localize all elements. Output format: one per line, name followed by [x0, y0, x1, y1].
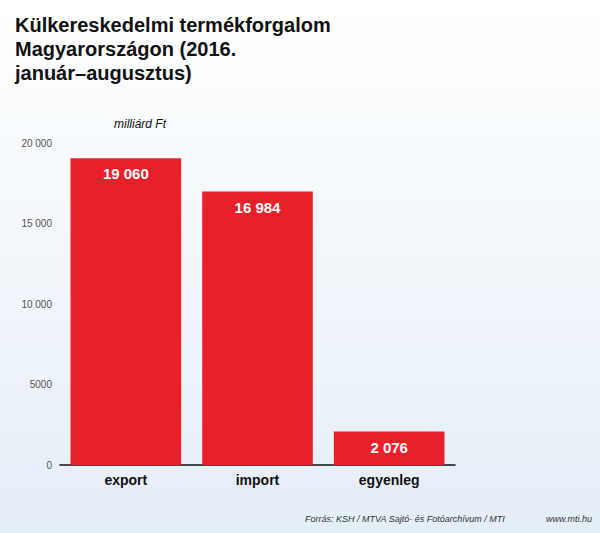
svg-text:export: export [104, 472, 147, 488]
svg-text:január–augusztus): január–augusztus) [14, 62, 192, 84]
svg-text:Forrás: KSH / MTVA Sajtó- és F: Forrás: KSH / MTVA Sajtó- és Fotóarchívu… [305, 514, 505, 524]
svg-text:www.mti.hu: www.mti.hu [546, 514, 592, 524]
svg-text:import: import [236, 472, 280, 488]
svg-text:5000: 5000 [30, 379, 53, 390]
svg-text:Magyarországon (2016.: Magyarországon (2016. [15, 38, 242, 60]
svg-text:19 060: 19 060 [103, 165, 149, 182]
svg-text:10 000: 10 000 [21, 299, 52, 310]
svg-text:Külkereskedelmi termékforgalom: Külkereskedelmi termékforgalom [15, 14, 336, 36]
svg-text:15 000: 15 000 [21, 218, 52, 229]
svg-text:20 000: 20 000 [21, 138, 52, 149]
svg-text:16 984: 16 984 [235, 199, 282, 216]
svg-text:2 076: 2 076 [370, 439, 408, 456]
svg-text:milliárd Ft: milliárd Ft [114, 117, 167, 131]
svg-text:0: 0 [46, 460, 52, 471]
svg-text:egyenleg: egyenleg [359, 472, 420, 488]
